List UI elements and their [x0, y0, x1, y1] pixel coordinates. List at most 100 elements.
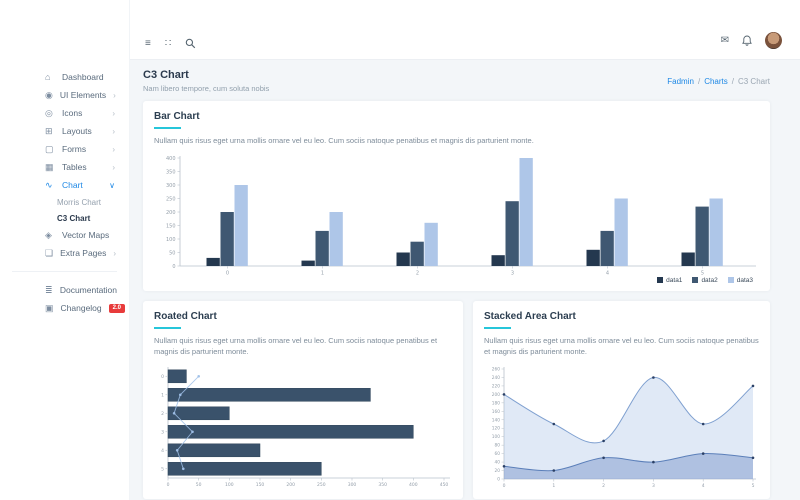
square-icon: ▢ [45, 143, 54, 154]
svg-text:3: 3 [511, 270, 514, 276]
svg-text:200: 200 [166, 210, 176, 216]
legend-swatch [692, 277, 699, 284]
sidebar-subitem-c3-chart[interactable]: C3 Chart [57, 213, 91, 223]
map-pin-icon: ◈ [45, 229, 52, 240]
user-avatar[interactable] [765, 32, 782, 49]
svg-text:150: 150 [256, 482, 265, 488]
svg-text:250: 250 [166, 196, 176, 202]
card-description: Nullam quis risus eget urna mollis ornar… [484, 335, 759, 356]
sidebar-divider [12, 271, 117, 272]
card-title: Bar Chart [154, 111, 200, 122]
svg-text:60: 60 [495, 451, 501, 457]
breadcrumb-link-home[interactable]: Fadmin [667, 76, 694, 86]
svg-text:100: 100 [492, 434, 500, 440]
breadcrumb-separator: / [697, 76, 701, 86]
svg-text:50: 50 [196, 482, 202, 488]
svg-text:250: 250 [317, 482, 326, 488]
menu-toggle-icon[interactable]: ≡ [145, 37, 151, 49]
sidebar-item-forms[interactable]: ▢ Forms › [45, 143, 115, 154]
archive-icon: ▣ [45, 302, 54, 313]
sidebar: ⌂ Dashboard ◉ UI Elements › ◎ Icons › ⊞ … [0, 0, 130, 500]
sidebar-subitem-morris-chart[interactable]: Morris Chart [57, 197, 102, 207]
svg-text:0: 0 [172, 264, 175, 270]
sidebar-item-tables[interactable]: ▦ Tables › [45, 161, 115, 172]
bar-chart-card: Bar Chart Nullam quis risus eget urna mo… [143, 101, 770, 291]
stacked-area-chart-card: Stacked Area Chart Nullam quis risus ege… [473, 300, 770, 499]
svg-text:1: 1 [552, 483, 555, 489]
svg-text:5: 5 [701, 270, 704, 276]
sidebar-item-label: Dashboard [62, 72, 104, 82]
sidebar-item-icons[interactable]: ◎ Icons › [45, 107, 115, 118]
breadcrumb-link-charts[interactable]: Charts [704, 76, 728, 86]
chevron-right-icon: › [112, 108, 115, 118]
page-title: C3 Chart [143, 69, 189, 81]
svg-text:40: 40 [495, 459, 501, 465]
charts-row: Roated Chart Nullam quis risus eget urna… [143, 300, 770, 499]
svg-text:300: 300 [166, 183, 176, 189]
svg-text:200: 200 [492, 392, 500, 398]
svg-text:450: 450 [440, 482, 449, 488]
svg-text:1: 1 [161, 392, 164, 398]
globe-icon: ◉ [45, 89, 53, 100]
chart-legend: data1 data2 data3 [154, 277, 759, 284]
svg-text:20: 20 [495, 468, 501, 474]
card-title: Stacked Area Chart [484, 310, 576, 322]
stacked-area-chart[interactable]: 0 20 40 60 80 100 120 140 160 180 200 220 240 260 0 1 2 3… [484, 364, 758, 492]
svg-text:400: 400 [166, 156, 176, 162]
legend-item-data2[interactable]: data2 [692, 277, 718, 284]
page-header: C3 Chart Nam libero tempore, cum soluta … [130, 60, 800, 101]
bar-chart[interactable]: 0 50 100 150 200 250 300 350 400 0 1 2 3 4 5 [154, 153, 758, 281]
svg-text:4: 4 [606, 270, 609, 276]
rotated-bar-chart[interactable]: 0 50 100 150 200 250 300 350 400 450 0 1 2 3 4 5 [154, 364, 452, 492]
bell-icon[interactable] [742, 35, 752, 46]
svg-text:100: 100 [166, 237, 176, 243]
target-icon: ◎ [45, 107, 53, 118]
search-icon[interactable] [185, 38, 196, 49]
breadcrumb: Fadmin / Charts / C3 Chart [667, 77, 770, 86]
page-subtitle: Nam libero tempore, cum soluta nobis [143, 84, 270, 93]
svg-text:240: 240 [492, 375, 500, 381]
card-description: Nullam quis risus eget urna mollis ornar… [154, 335, 438, 356]
svg-text:3: 3 [652, 483, 655, 489]
sidebar-item-extra-pages[interactable]: ❏ Extra Pages › [45, 247, 117, 258]
legend-item-data3[interactable]: data3 [727, 277, 753, 284]
table-icon: ▦ [45, 161, 54, 172]
legend-swatch [657, 277, 664, 284]
card-title: Roated Chart [154, 310, 217, 322]
svg-text:5: 5 [752, 483, 755, 489]
chevron-right-icon: › [112, 162, 115, 172]
svg-text:2: 2 [416, 270, 419, 276]
sidebar-item-vector-maps[interactable]: ◈ Vector Maps [45, 229, 110, 240]
topbar: ≡ ∷ ✉ [130, 0, 800, 60]
sidebar-item-layouts[interactable]: ⊞ Layouts › [45, 125, 115, 136]
svg-text:5: 5 [161, 466, 164, 472]
sidebar-item-ui-elements[interactable]: ◉ UI Elements › [45, 89, 116, 100]
legend-swatch [727, 277, 734, 284]
title-accent [154, 326, 181, 329]
svg-text:400: 400 [409, 482, 418, 488]
svg-text:160: 160 [492, 408, 500, 414]
svg-text:180: 180 [492, 400, 500, 406]
title-accent [154, 127, 181, 129]
sidebar-item-chart[interactable]: ∿ Chart ∨ [45, 179, 115, 190]
chevron-right-icon: › [112, 126, 115, 136]
sidebar-item-dashboard[interactable]: ⌂ Dashboard [0, 68, 129, 86]
svg-text:150: 150 [166, 223, 176, 229]
mail-icon[interactable]: ✉ [720, 34, 729, 46]
svg-text:0: 0 [226, 270, 229, 276]
sidebar-item-documentation[interactable]: ≣ Documentation [45, 284, 117, 295]
chevron-down-icon: ∨ [109, 180, 115, 190]
svg-text:3: 3 [161, 429, 164, 435]
grid-dots-icon[interactable]: ∷ [164, 37, 172, 49]
title-accent [484, 326, 511, 329]
roated-chart-card: Roated Chart Nullam quis risus eget urna… [143, 300, 463, 499]
sidebar-item-changelog[interactable]: ▣ Changelog 2.0 [0, 299, 129, 317]
legend-item-data1[interactable]: data1 [657, 277, 682, 284]
svg-text:300: 300 [348, 482, 357, 488]
svg-text:140: 140 [492, 417, 500, 423]
svg-text:260: 260 [492, 366, 500, 372]
svg-text:0: 0 [161, 374, 164, 380]
chart-icon: ∿ [45, 179, 53, 190]
svg-text:50: 50 [169, 250, 175, 256]
